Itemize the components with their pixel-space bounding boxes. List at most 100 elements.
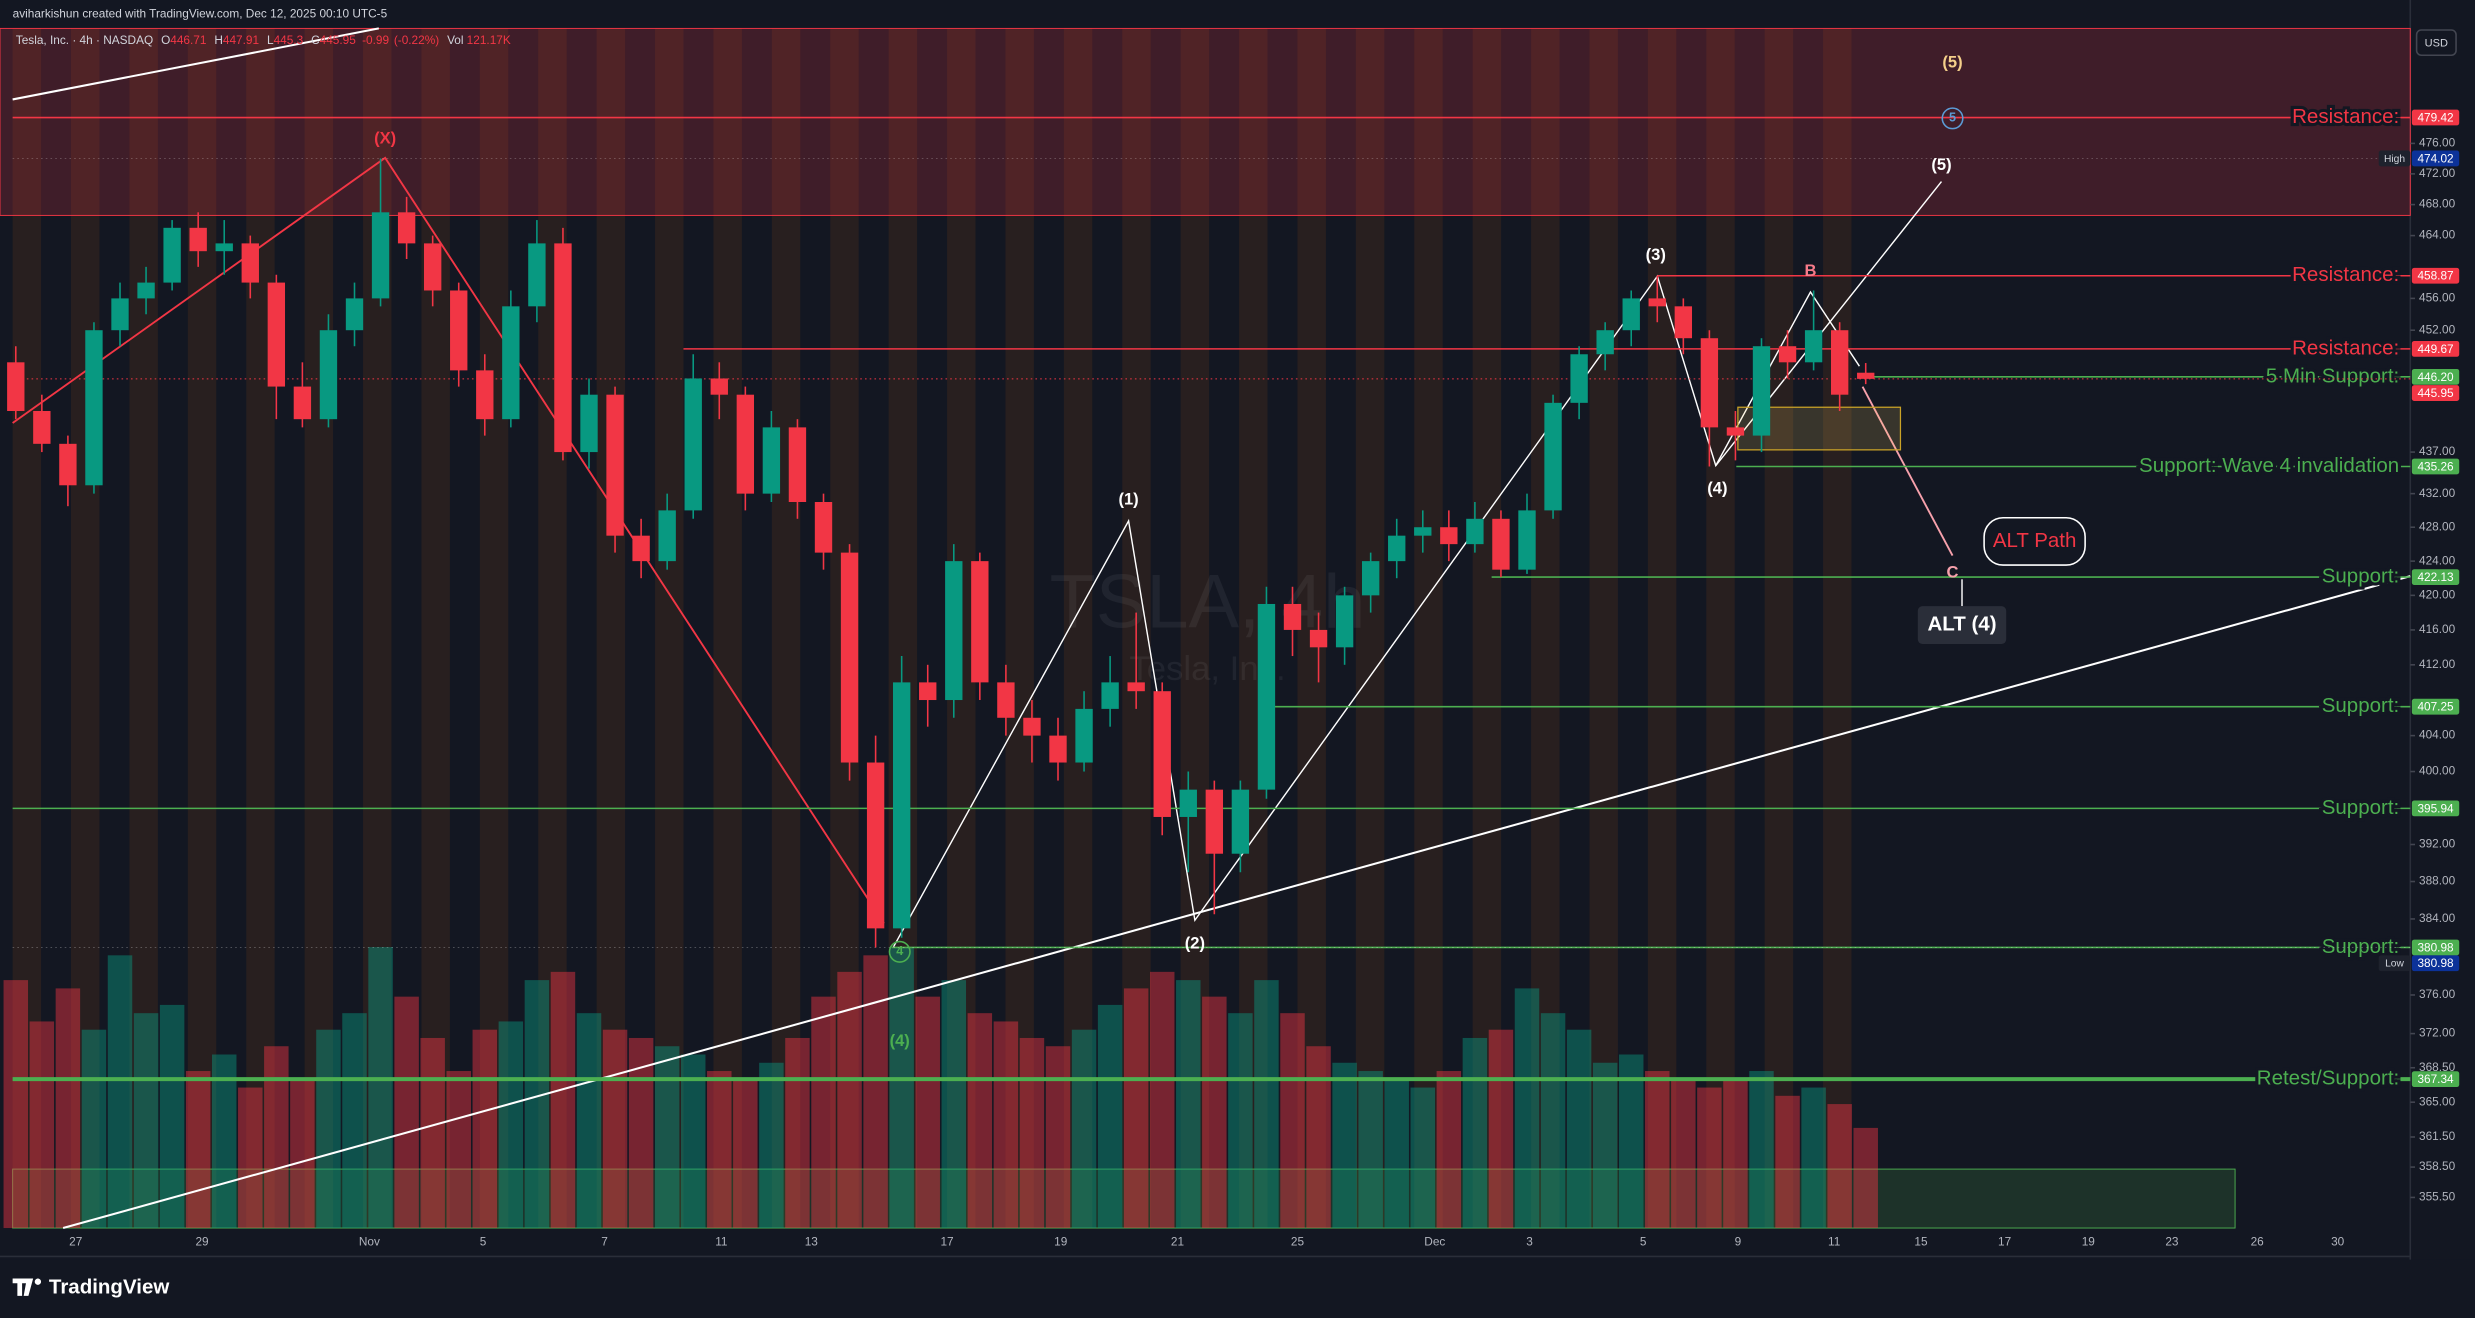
session-shade [1764, 28, 1794, 1229]
x-tick-label: 17 [1998, 1234, 2011, 1248]
wave-label: ALT (4) [1927, 612, 1996, 635]
y-tick-label: 365.00 [2419, 1094, 2456, 1108]
volume-bar [1749, 1071, 1774, 1229]
level-price-tag-bg [2411, 458, 2460, 475]
candle-body [971, 561, 989, 683]
level-price-tag: 407.25 [2417, 700, 2454, 714]
wave-line [12, 156, 885, 924]
alt-path-line [1861, 386, 1954, 557]
volume-bar [238, 1087, 263, 1229]
x-tick-label: 23 [2165, 1234, 2179, 1248]
wave-label: 4 [896, 944, 903, 958]
x-tick-label: 9 [1735, 1234, 1742, 1248]
volume-bar [1202, 996, 1227, 1229]
y-tick-label: 464.00 [2419, 228, 2456, 242]
brand-name: TradingView [49, 1275, 169, 1298]
wave-label: (4) [1707, 479, 1727, 498]
y-tick-label: 412.00 [2419, 657, 2456, 671]
wave-label: (2) [1185, 933, 1205, 952]
y-tick-label: 368.50 [2419, 1060, 2456, 1074]
volume-bar [1671, 1079, 1696, 1229]
candle-body [1830, 330, 1849, 395]
legend-symbol: Tesla, Inc. · 4h · NASDAQ [16, 33, 153, 47]
candle-body [580, 394, 598, 453]
level-price-tag-bg [2411, 267, 2460, 284]
session-shade [538, 28, 567, 1229]
x-tick-label: 29 [195, 1234, 209, 1248]
candle-body [1440, 527, 1458, 545]
candle-body [345, 298, 364, 331]
wave-label: B [1804, 261, 1816, 280]
wave-label: (3) [1646, 245, 1666, 264]
candle-body [1023, 717, 1041, 736]
x-tick-label: 5 [1640, 1234, 1647, 1248]
candle-body [606, 394, 624, 536]
session-shade [655, 28, 684, 1229]
candle-body [658, 510, 676, 562]
candle-body [840, 552, 859, 763]
legend-prefix: H [214, 33, 223, 47]
session-shade [1531, 28, 1560, 1229]
volume-bar [185, 1071, 211, 1229]
volume-bar [133, 1013, 159, 1229]
y-tick-label: 472.00 [2419, 166, 2456, 180]
wave-label: (X) [374, 128, 396, 147]
candle-body [111, 298, 129, 331]
volume-bar [1801, 1087, 1826, 1229]
currency-button[interactable] [2415, 29, 2457, 57]
annotation-box [1983, 516, 2086, 566]
candle-body [1205, 789, 1224, 854]
session-shade [1589, 28, 1618, 1229]
volume-bar [785, 1037, 810, 1229]
candle-body [1857, 372, 1875, 379]
volume-bar [3, 980, 29, 1229]
candle-body [1596, 330, 1614, 355]
x-tick-label: 15 [1914, 1234, 1928, 1248]
candle-body [1778, 346, 1797, 363]
candle-body [814, 502, 833, 553]
volume-bar [524, 980, 550, 1229]
y-tick-label: 476.00 [2419, 136, 2456, 150]
extreme-name-bg [2378, 150, 2411, 167]
volume-bar [1592, 1062, 1618, 1229]
candle-body [7, 362, 25, 411]
volume-bar [759, 1062, 784, 1229]
candle-body [33, 410, 51, 444]
y-tick-label: 420.00 [2419, 587, 2456, 601]
volume-bar [707, 1071, 732, 1229]
x-tick-label: 19 [2082, 1234, 2096, 1248]
currency-label[interactable]: USD [2425, 37, 2448, 49]
annotation-circle [888, 940, 911, 963]
candle-body [1544, 402, 1562, 511]
volume-bar [446, 1071, 471, 1229]
x-tick-label: Dec [1424, 1234, 1445, 1248]
volume-bar [576, 1013, 602, 1229]
volume-bar [1384, 1079, 1409, 1229]
candle-body [1700, 338, 1719, 428]
volume-bar [1488, 1029, 1514, 1229]
candle-body [476, 370, 494, 420]
volume-bar [394, 996, 419, 1229]
wave-label: C [1947, 562, 1959, 581]
candle-body [1492, 518, 1510, 570]
y-tick-label: 361.50 [2419, 1129, 2456, 1143]
session-shade [1472, 28, 1502, 1229]
level-price-tag: 422.13 [2417, 570, 2454, 584]
extreme-name: Low [2385, 959, 2404, 970]
volume-bar [81, 1029, 107, 1229]
volume-bar [1775, 1095, 1800, 1229]
level-price-tag: 367.34 [2417, 1072, 2454, 1086]
candle-body [397, 212, 416, 244]
candle-body [1361, 561, 1380, 596]
session-shade [1297, 28, 1326, 1229]
volume-bar [420, 1037, 445, 1229]
wave-label: (4) [890, 1031, 910, 1050]
candle-body [945, 561, 963, 701]
candle-body [1283, 603, 1302, 630]
session-shade [479, 28, 509, 1229]
candle-body [1335, 595, 1354, 648]
candle-body [1049, 735, 1067, 763]
candle-body [736, 394, 755, 494]
volume-bar [1462, 1037, 1488, 1229]
level-price-tag: 458.87 [2417, 269, 2453, 283]
